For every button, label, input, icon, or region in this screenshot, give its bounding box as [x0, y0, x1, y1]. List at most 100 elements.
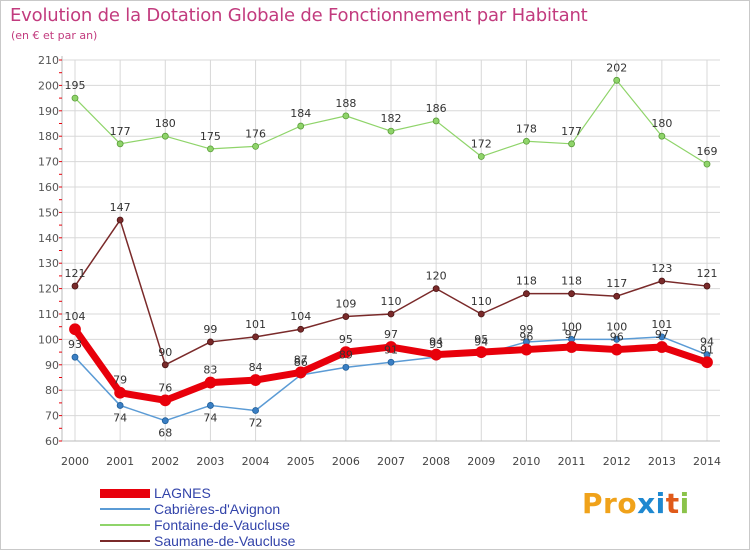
data-point — [252, 142, 259, 150]
data-point — [475, 346, 488, 359]
x-tick-label: 2010 — [512, 455, 540, 468]
data-label: 180 — [155, 117, 176, 130]
data-point — [207, 145, 214, 153]
data-point — [161, 361, 169, 369]
data-point — [252, 407, 259, 414]
legend-label-saumane: Saumane-de-Vaucluse — [154, 533, 296, 549]
x-tick-label: 2014 — [693, 455, 721, 468]
data-point — [568, 290, 575, 298]
data-point — [116, 402, 124, 409]
data-point — [477, 310, 485, 318]
data-label: 101 — [245, 318, 266, 331]
x-tick-label: 2013 — [648, 455, 676, 468]
data-label: 99 — [203, 323, 217, 336]
data-label: 93 — [68, 338, 82, 351]
data-point — [568, 140, 575, 148]
data-label: 177 — [110, 125, 131, 138]
data-label: 94 — [429, 336, 443, 349]
logo-letter: P — [582, 487, 604, 520]
data-label: 117 — [606, 277, 627, 290]
data-label: 110 — [471, 295, 492, 308]
x-tick-label: 2000 — [61, 455, 89, 468]
proxiti-logo: Proxiti — [582, 487, 690, 520]
data-label: 188 — [335, 97, 356, 110]
data-label: 76 — [158, 381, 172, 394]
y-tick-label: 120 — [38, 283, 59, 296]
y-tick-label: 160 — [38, 181, 59, 194]
data-point — [342, 363, 350, 371]
data-label: 121 — [697, 267, 718, 280]
y-tick-label: 170 — [38, 156, 59, 169]
data-label: 74 — [203, 411, 217, 424]
y-tick-label: 140 — [38, 232, 59, 245]
legend-label-fontaine: Fontaine-de-Vaucluse — [154, 517, 290, 533]
data-point — [116, 216, 124, 224]
data-point — [342, 112, 350, 120]
y-tick-label: 200 — [38, 79, 59, 92]
data-label: 147 — [110, 201, 131, 214]
data-point — [658, 277, 666, 285]
data-label: 99 — [519, 323, 533, 336]
data-label: 177 — [561, 125, 582, 138]
data-point — [69, 323, 81, 336]
data-point — [701, 356, 713, 369]
data-label: 93 — [429, 338, 443, 351]
chart-title: Evolution de la Dotation Globale de Fonc… — [10, 5, 588, 26]
data-label: 202 — [606, 61, 627, 74]
data-point — [116, 140, 124, 148]
y-tick-label: 90 — [45, 359, 59, 372]
data-label: 72 — [249, 417, 263, 430]
data-label: 180 — [651, 117, 672, 130]
data-point — [565, 341, 578, 353]
data-label: 97 — [565, 328, 579, 341]
data-label: 94 — [700, 336, 714, 349]
data-label: 79 — [113, 374, 127, 387]
y-tick-label: 190 — [38, 105, 59, 118]
x-tick-label: 2002 — [151, 455, 179, 468]
data-point — [342, 313, 350, 320]
data-label: 110 — [381, 295, 402, 308]
data-label: 87 — [294, 353, 308, 366]
data-label: 176 — [245, 127, 266, 140]
logo-letter: o — [617, 487, 638, 520]
data-point — [613, 335, 621, 343]
data-label: 121 — [65, 267, 86, 280]
data-point — [159, 394, 172, 407]
x-tick-label: 2006 — [332, 455, 360, 468]
legend-swatch-fontaine — [100, 524, 150, 526]
x-tick-label: 2004 — [242, 455, 270, 468]
x-tick-label: 2001 — [106, 455, 134, 468]
data-label: 100 — [606, 320, 627, 333]
data-label: 100 — [561, 320, 582, 333]
y-tick-label: 130 — [38, 257, 59, 270]
data-point — [613, 76, 621, 84]
logo-letter: x — [637, 487, 656, 520]
data-label: 68 — [158, 427, 172, 440]
logo-letter: r — [603, 487, 618, 520]
x-tick-label: 2009 — [467, 455, 495, 468]
x-tick-label: 2003 — [196, 455, 224, 468]
data-point — [161, 132, 169, 140]
data-label: 91 — [384, 343, 398, 356]
data-point — [297, 325, 305, 333]
data-point — [249, 374, 262, 386]
data-label: 186 — [426, 102, 447, 115]
y-tick-label: 60 — [45, 435, 59, 448]
data-point — [610, 343, 623, 356]
data-point — [71, 94, 79, 102]
data-point — [658, 333, 666, 341]
data-point — [204, 376, 217, 389]
data-point — [613, 292, 621, 300]
data-label: 96 — [610, 331, 624, 344]
data-label: 83 — [203, 364, 217, 377]
data-label: 90 — [158, 346, 172, 359]
data-point — [252, 333, 259, 341]
x-tick-label: 2011 — [558, 455, 586, 468]
data-point — [703, 282, 711, 290]
chart-subtitle: (en € et par an) — [11, 29, 98, 42]
data-label: 94 — [474, 336, 488, 349]
data-label: 104 — [290, 310, 311, 323]
data-point — [385, 341, 397, 353]
data-label: 97 — [655, 328, 669, 341]
data-point — [523, 290, 530, 298]
